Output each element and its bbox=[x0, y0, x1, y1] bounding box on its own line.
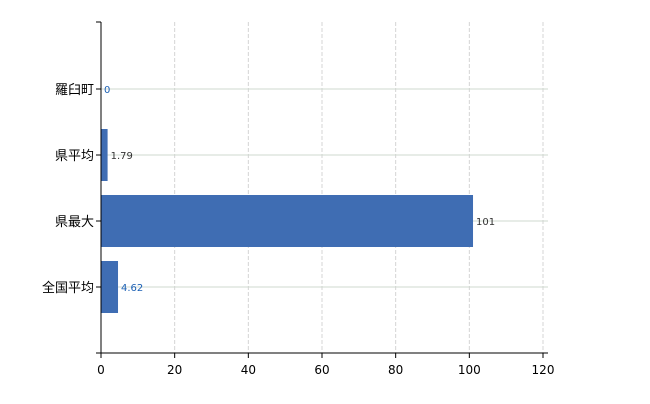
bar bbox=[101, 261, 119, 313]
x-tick-label: 80 bbox=[388, 363, 403, 377]
x-tick-label: 40 bbox=[241, 363, 256, 377]
y-tick-label: 県最大 bbox=[55, 215, 94, 230]
data-label: 4.62 bbox=[121, 283, 143, 294]
y-tick-label: 全国平均 bbox=[42, 280, 94, 296]
data-label: 0 bbox=[104, 85, 110, 96]
data-label: 1.79 bbox=[111, 151, 133, 162]
bar bbox=[101, 129, 108, 181]
x-tick-label: 60 bbox=[314, 363, 329, 377]
y-tick-label: 羅臼町 bbox=[55, 83, 94, 98]
x-tick-label: 20 bbox=[167, 363, 182, 377]
x-tick-label: 120 bbox=[532, 363, 555, 377]
x-tick-label: 0 bbox=[97, 363, 105, 377]
y-tick-label: 県平均 bbox=[55, 149, 94, 164]
bar bbox=[101, 195, 474, 247]
x-tick-label: 100 bbox=[458, 363, 481, 377]
data-label: 101 bbox=[476, 217, 495, 228]
